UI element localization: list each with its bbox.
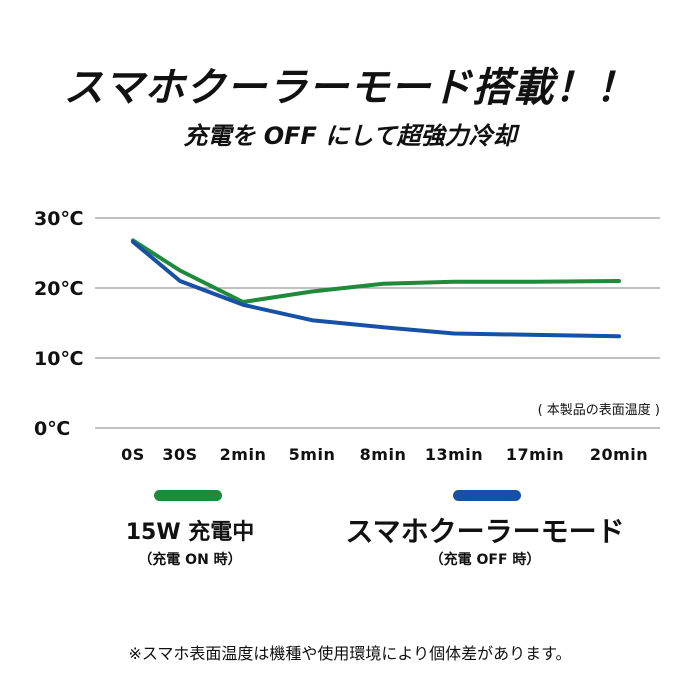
x-tick-label: 0S — [121, 445, 145, 464]
chart-annotation: ( 本製品の表面温度 ) — [538, 402, 660, 418]
legend-sub-charging: （充電 ON 時） — [138, 552, 242, 568]
x-tick-label: 8min — [360, 445, 407, 464]
page-subtitle: 充電を OFF にして超強力冷却 — [183, 122, 517, 150]
legend-swatch-cooler — [453, 490, 521, 501]
legend-swatch-charging — [154, 490, 222, 501]
temperature-chart: 0℃ 10℃ 20℃ 30℃ 0S 30S 2min 5min 8min 13min 17min 2… — [34, 208, 660, 464]
y-tick-label: 20℃ — [34, 278, 83, 300]
legend-sub-cooler: （充電 OFF 時） — [429, 552, 541, 568]
page-title: スマホクーラーモード搭載！！ — [63, 65, 637, 111]
y-tick-label: 10℃ — [34, 348, 83, 370]
legend-label-charging: 15W 充電中 — [125, 520, 255, 545]
x-tick-label: 17min — [506, 445, 564, 464]
x-tick-label: 20min — [590, 445, 648, 464]
x-tick-label: 13min — [425, 445, 483, 464]
footnote: ※スマホ表面温度は機種や使用環境により個体差があります。 — [128, 644, 572, 663]
x-tick-label: 5min — [289, 445, 336, 464]
y-tick-label: 30℃ — [34, 208, 83, 230]
x-tick-label: 2min — [220, 445, 267, 464]
series-line-cooler — [131, 239, 621, 339]
series-line-charging — [131, 238, 621, 304]
legend-label-cooler: スマホクーラーモード — [345, 515, 625, 548]
y-tick-label: 0℃ — [34, 418, 70, 440]
x-tick-label: 30S — [162, 445, 197, 464]
